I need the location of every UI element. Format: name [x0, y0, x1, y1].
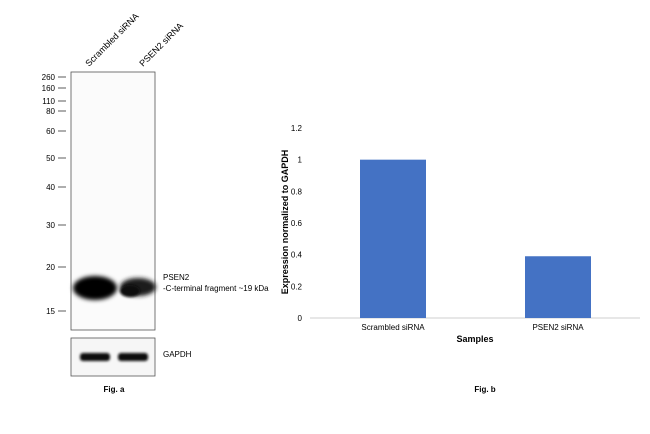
- mw-marker-label: 50: [46, 154, 55, 163]
- x-tick-labels: Scrambled siRNA PSEN2 siRNA: [361, 323, 584, 332]
- y-tick-label: 0.6: [291, 219, 303, 228]
- x-tick-label: Scrambled siRNA: [361, 323, 425, 332]
- mw-marker-label: 30: [46, 221, 55, 230]
- band-psen2-scrambled: [73, 276, 117, 300]
- band-label-gapdh: GAPDH: [163, 350, 192, 359]
- y-tick-label: 0.2: [291, 282, 303, 291]
- y-tick-label: 0: [298, 314, 303, 323]
- y-tick-label: 0.8: [291, 187, 303, 196]
- band-gapdh-scrambled: [80, 353, 110, 361]
- lane-label-psen2: PSEN2 siRNA: [137, 21, 185, 69]
- bar: [360, 159, 426, 318]
- y-axis-title: Expression normalized to GAPDH: [280, 150, 290, 295]
- band-label-fragment: -C-terminal fragment ~19 kDa: [163, 284, 269, 293]
- band-psen2-knockdown-tail: [120, 285, 140, 297]
- y-tick-label: 1.2: [291, 124, 303, 133]
- band-gapdh-knockdown: [118, 353, 148, 361]
- mw-marker-label: 20: [46, 263, 55, 272]
- caption-fig-b: Fig. b: [474, 385, 495, 394]
- mw-marker-label: 80: [46, 107, 55, 116]
- mw-marker-label: 260: [42, 73, 56, 82]
- bars: [360, 159, 591, 318]
- mw-marker-label: 110: [42, 97, 55, 106]
- bar: [525, 256, 591, 318]
- x-tick-label: PSEN2 siRNA: [532, 323, 584, 332]
- y-axis: 0 0.2 0.4 0.6 0.8 1 1.2: [291, 124, 303, 323]
- x-axis-title: Samples: [456, 334, 493, 344]
- lane-label-scrambled: Scrambled siRNA: [83, 11, 140, 68]
- bar-chart: 0 0.2 0.4 0.6 0.8 1 1.2 Scrambled siRNA PSEN2 s…: [280, 124, 640, 394]
- mw-marker-label: 40: [46, 183, 55, 192]
- caption-fig-a: Fig. a: [104, 385, 125, 394]
- mw-marker-label: 15: [46, 307, 55, 316]
- mw-marker-label: 60: [46, 127, 55, 136]
- y-tick-label: 0.4: [291, 251, 303, 260]
- y-tick-label: 1: [298, 156, 303, 165]
- band-label-psen2: PSEN2: [163, 273, 190, 282]
- mw-marker-label: 160: [42, 84, 56, 93]
